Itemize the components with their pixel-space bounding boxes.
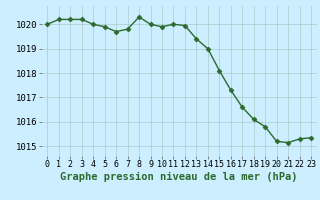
X-axis label: Graphe pression niveau de la mer (hPa): Graphe pression niveau de la mer (hPa) [60,172,298,182]
